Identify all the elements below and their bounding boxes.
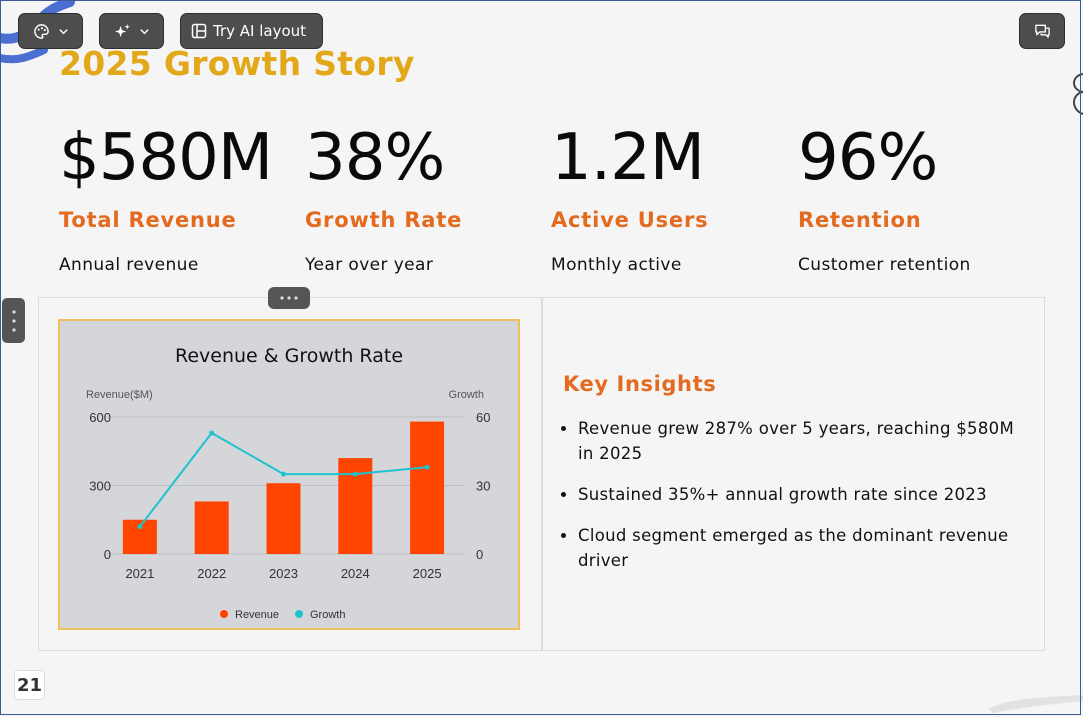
y-left-tick-label: 600 xyxy=(89,410,111,425)
column-divider xyxy=(541,297,543,651)
point-growth xyxy=(209,430,215,436)
block-side-handle[interactable] xyxy=(2,298,25,343)
stat-label: Retention xyxy=(798,208,922,232)
try-ai-layout-label: Try AI layout xyxy=(213,22,307,40)
slide-title: 2025 Growth Story xyxy=(59,44,415,83)
y-right-tick-label: 60 xyxy=(476,410,490,425)
stat-description: Monthly active xyxy=(551,255,682,275)
bar-revenue xyxy=(266,483,301,554)
stat-active-users: 1.2M Active Users Monthly active xyxy=(551,118,791,275)
stat-value: 1.2M xyxy=(551,121,705,195)
theme-palette-button[interactable] xyxy=(18,13,83,49)
point-growth xyxy=(137,524,143,530)
y-right-tick-label: 0 xyxy=(476,547,483,562)
chevron-down-icon xyxy=(139,28,149,34)
stat-description: Year over year xyxy=(305,255,434,275)
try-ai-layout-button[interactable]: Try AI layout xyxy=(180,13,323,49)
stat-label: Growth Rate xyxy=(305,208,463,232)
palette-icon xyxy=(33,23,49,39)
key-insights-panel: Key Insights Revenue grew 287% over 5 ye… xyxy=(563,372,1025,589)
point-growth xyxy=(352,471,358,477)
legend-marker-revenue xyxy=(220,610,228,618)
stat-label: Total Revenue xyxy=(59,208,237,232)
x-tick-label: 2025 xyxy=(413,566,442,581)
insight-item: Cloud segment emerged as the dominant re… xyxy=(578,523,1025,573)
sparkles-icon xyxy=(114,23,130,37)
point-growth xyxy=(281,471,286,477)
vertical-dots-icon xyxy=(11,309,16,332)
bar-revenue xyxy=(194,501,229,554)
x-tick-label: 2021 xyxy=(125,566,154,581)
legend-marker-growth xyxy=(295,610,303,618)
chart-card[interactable]: Revenue & Growth Rate Revenue($M) Growth 0 3… xyxy=(58,319,520,630)
stat-total-revenue: $580M Total Revenue Annual revenue xyxy=(59,118,299,275)
ai-magic-button[interactable] xyxy=(99,13,164,49)
revenue-growth-chart: Revenue & Growth Rate Revenue($M) Growth 0 3… xyxy=(86,345,490,621)
insight-item: Revenue grew 287% over 5 years, reaching… xyxy=(578,416,1025,466)
comment-icon xyxy=(1034,24,1050,38)
stat-retention: 96% Retention Customer retention xyxy=(798,118,1038,275)
legend-label-revenue: Revenue xyxy=(235,609,279,621)
stat-growth-rate: 38% Growth Rate Year over year xyxy=(305,118,545,275)
bar-revenue xyxy=(410,421,445,554)
stat-label: Active Users xyxy=(551,208,709,232)
y-axis-left-label: Revenue($M) xyxy=(86,389,153,401)
stat-description: Customer retention xyxy=(798,255,971,275)
x-tick-label: 2022 xyxy=(197,566,226,581)
legend-label-growth: Growth xyxy=(310,609,345,621)
stat-value: $580M xyxy=(59,121,273,195)
chevron-down-icon xyxy=(58,28,68,34)
decorative-curl xyxy=(1073,73,1083,115)
drag-handle[interactable] xyxy=(268,287,310,309)
y-right-tick-label: 30 xyxy=(476,479,490,494)
stat-value: 96% xyxy=(798,121,938,195)
comments-button[interactable] xyxy=(1019,13,1065,49)
insight-item: Sustained 35%+ annual growth rate since … xyxy=(578,482,1025,507)
point-growth xyxy=(424,464,430,470)
x-tick-label: 2023 xyxy=(269,566,298,581)
layout-icon xyxy=(191,23,207,39)
stat-value: 38% xyxy=(305,121,445,195)
horizontal-dots-icon xyxy=(280,296,298,300)
y-axis-right-label: Growth xyxy=(449,389,484,401)
page-number: 21 xyxy=(14,670,45,700)
y-left-tick-label: 0 xyxy=(104,547,111,562)
decorative-swoosh xyxy=(989,695,1083,713)
insights-title: Key Insights xyxy=(563,372,717,396)
x-tick-label: 2024 xyxy=(341,566,370,581)
chart-title: Revenue & Growth Rate xyxy=(175,345,403,367)
y-left-tick-label: 300 xyxy=(89,479,111,494)
insights-list: Revenue grew 287% over 5 years, reaching… xyxy=(563,416,1025,573)
stat-description: Annual revenue xyxy=(59,255,199,275)
